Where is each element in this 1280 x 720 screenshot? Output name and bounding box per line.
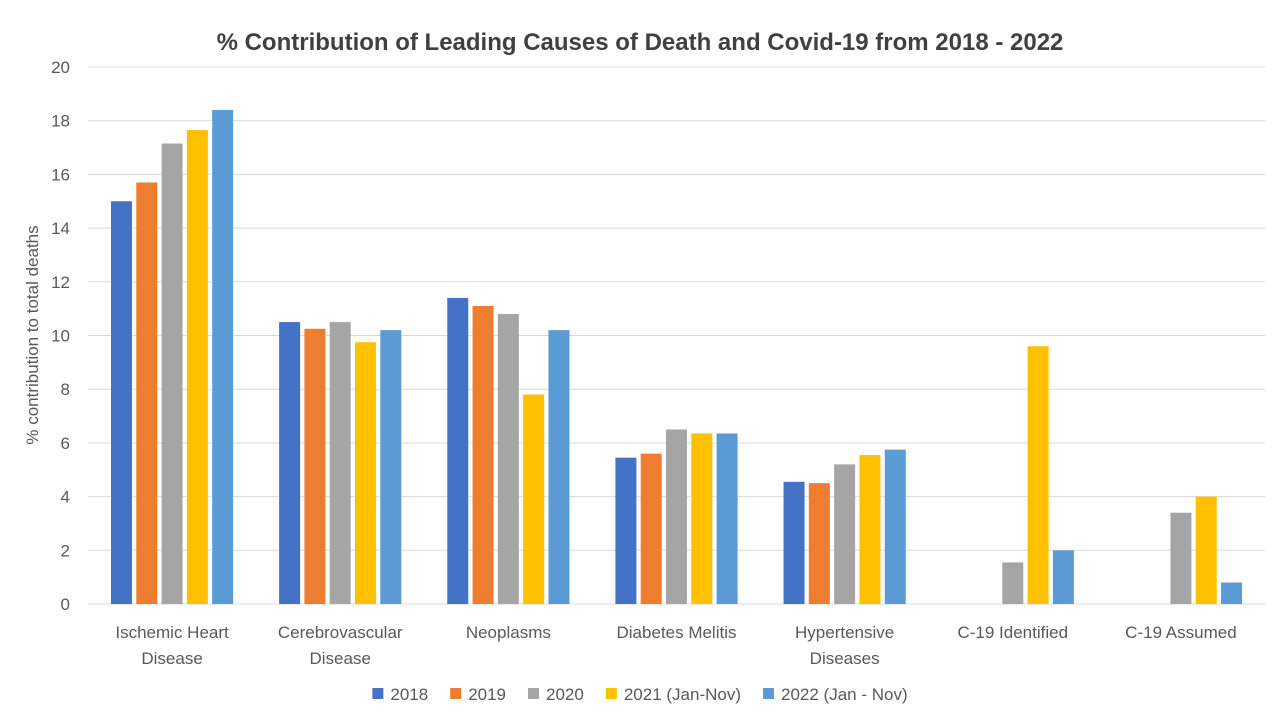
x-category-label: Cerebrovascular — [278, 623, 403, 642]
bar-2020-4 — [834, 464, 856, 604]
x-category-label: C-19 Identified — [957, 623, 1068, 642]
y-tick-label: 10 — [51, 327, 70, 346]
bar-2022-jan-nov--5 — [1052, 550, 1074, 604]
bar-2020-3 — [666, 429, 687, 604]
legend-swatch — [528, 688, 540, 699]
legend-label: 2019 — [468, 685, 506, 704]
bar-2018-1 — [279, 322, 301, 604]
bar-2021-jan-nov--4 — [859, 454, 881, 604]
legend-item: 2019 — [450, 685, 506, 704]
legend-label: 2022 (Jan - Nov) — [781, 685, 908, 704]
bar-2021-jan-nov--6 — [1195, 496, 1217, 604]
bar-2020-1 — [329, 322, 351, 604]
legend-swatch — [763, 688, 775, 699]
x-category-label: Disease — [310, 649, 371, 668]
y-tick-label: 0 — [61, 595, 70, 614]
legend-item: 2022 (Jan - Nov) — [763, 685, 908, 704]
y-tick-label: 6 — [61, 434, 70, 453]
x-category-label: Diseases — [810, 649, 880, 668]
bar-2018-2 — [447, 297, 469, 604]
legend-label: 2020 — [546, 685, 584, 704]
legend-swatch — [605, 688, 617, 699]
y-tick-label: 14 — [51, 219, 70, 238]
bar-2018-3 — [615, 457, 637, 604]
legend: 2018 2019 2020 2021 (Jan-Nov) 2022 (Jan - No… — [372, 685, 908, 704]
y-tick-label: 12 — [51, 273, 70, 292]
y-tick-label: 8 — [61, 380, 70, 399]
bar-2022-jan-nov--6 — [1221, 582, 1243, 604]
bar-2019-1 — [304, 328, 326, 604]
y-axis-ticks: 0 2 4 6 8 10 12 14 16 18 20 — [51, 58, 70, 614]
bar-2022-jan-nov--3 — [716, 433, 738, 604]
chart-title: % Contribution of Leading Causes of Deat… — [217, 29, 1064, 56]
legend-item: 2020 — [528, 685, 584, 704]
y-tick-label: 4 — [61, 488, 70, 507]
bar-2022-jan-nov--2 — [548, 330, 570, 604]
bar-2021-jan-nov--5 — [1027, 346, 1049, 604]
x-category-label: Hypertensive — [795, 623, 894, 642]
bar-2018-4 — [783, 481, 805, 604]
legend-swatch — [450, 688, 462, 699]
bar-2021-jan-nov--3 — [691, 433, 713, 604]
x-category-label: C-19 Assumed — [1125, 623, 1237, 642]
bar-2021-jan-nov--2 — [523, 394, 545, 604]
bar-2019-3 — [640, 453, 662, 604]
bar-2020-0 — [161, 143, 183, 604]
x-axis-categories: Ischemic Heart Disease Cerebrovascular Dise… — [115, 623, 1236, 668]
bar-2022-jan-nov--4 — [884, 449, 906, 604]
legend-label: 2021 (Jan-Nov) — [624, 685, 741, 704]
x-category-label: Ischemic Heart — [115, 623, 229, 642]
bar-2019-0 — [136, 182, 158, 604]
y-axis-label: % contribution to total deaths — [23, 225, 42, 444]
bar-2018-0 — [110, 201, 132, 604]
bar-2021-jan-nov--1 — [355, 342, 377, 604]
bar-2022-jan-nov--0 — [212, 109, 234, 605]
y-tick-label: 16 — [51, 165, 70, 184]
legend-swatch — [372, 688, 384, 699]
x-category-label: Neoplasms — [466, 623, 551, 642]
x-category-label: Diabetes Melitis — [617, 623, 737, 642]
legend-item: 2018 — [372, 685, 428, 704]
x-category-label: Disease — [141, 649, 202, 668]
bar-2019-2 — [472, 305, 494, 604]
y-tick-label: 20 — [51, 58, 70, 77]
bar-2020-6 — [1170, 512, 1192, 604]
bar-2019-4 — [808, 483, 830, 604]
y-tick-label: 18 — [51, 112, 70, 131]
bar-2022-jan-nov--1 — [380, 330, 402, 604]
legend-label: 2018 — [390, 685, 428, 704]
bars — [110, 109, 1243, 605]
legend-item: 2021 (Jan-Nov) — [605, 685, 741, 704]
bar-2020-2 — [497, 314, 519, 604]
y-tick-label: 2 — [61, 541, 70, 560]
bar-2020-5 — [1002, 562, 1024, 604]
bar-2021-jan-nov--0 — [186, 130, 208, 604]
